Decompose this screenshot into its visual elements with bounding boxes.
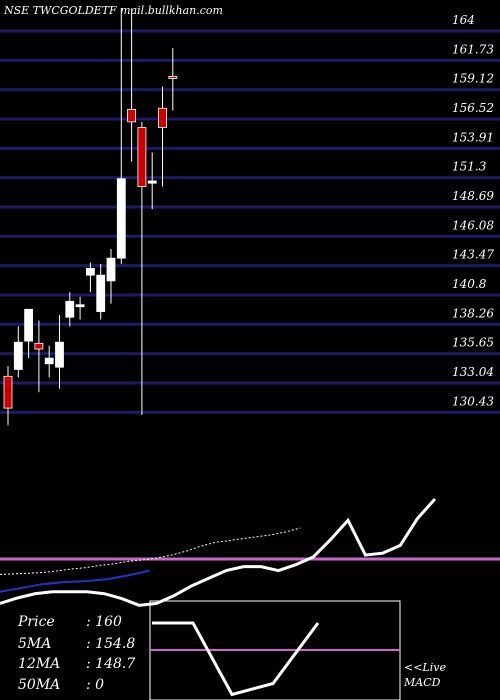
- macd-label: MACD: [404, 676, 441, 689]
- price-tick-label: 146.08: [452, 218, 494, 232]
- price-tick-label: 151.3: [452, 160, 487, 174]
- candle-body: [75, 304, 85, 308]
- candle-body: [13, 341, 23, 370]
- price-tick-label: 140.8: [452, 277, 487, 291]
- macd-line: [152, 621, 320, 697]
- candle-body: [147, 180, 157, 184]
- candle-body: [168, 76, 178, 79]
- price-label: Price: [18, 614, 55, 630]
- macd-live-label: <<Live: [404, 661, 446, 674]
- price-axis-labels: 164 161.73 159.12 156.52 153.91 151.3 148.69 14…: [452, 13, 494, 408]
- price-value: : 160: [86, 614, 122, 630]
- candle-body: [3, 375, 13, 409]
- price-tick-label: 153.91: [452, 130, 494, 144]
- price-tick-label: 156.52: [452, 101, 494, 115]
- price-tick-label: 164: [452, 13, 475, 27]
- ma5-label: 5MA: [18, 636, 52, 652]
- price-tick-label: 159.12: [452, 72, 494, 86]
- ma5-value: : 154.8: [86, 636, 136, 652]
- candle-body: [86, 267, 95, 276]
- price-tick-label: 130.43: [452, 394, 494, 408]
- ma12-label: 12MA: [18, 656, 61, 672]
- blue-ma-line: [0, 569, 151, 593]
- ma50-label: 50MA: [18, 677, 61, 693]
- ma50-value: : 0: [86, 677, 105, 693]
- price-tick-label: 148.69: [452, 189, 494, 203]
- candle-body: [65, 300, 75, 318]
- price-tick-label: 161.73: [452, 42, 494, 56]
- info-5ma: 5MA : 154.8: [18, 636, 135, 652]
- white-ma-line: [0, 497, 437, 607]
- info-50ma: 50MA : 0: [18, 677, 104, 693]
- candle-body: [116, 178, 126, 259]
- candlesticks: [3, 8, 178, 426]
- info-price: Price : 160: [18, 614, 122, 630]
- candle-body: [158, 107, 167, 128]
- price-tick-label: 143.47: [452, 248, 494, 262]
- info-12ma: 12MA : 148.7: [18, 656, 135, 672]
- candle-body: [24, 308, 34, 342]
- price-tick-label: 133.04: [452, 365, 494, 379]
- candle-body: [127, 108, 136, 123]
- candle-body: [137, 127, 147, 188]
- price-tick-label: 135.65: [452, 336, 494, 350]
- price-tick-label: 138.26: [452, 306, 494, 320]
- dotted-ma-line: [0, 527, 301, 575]
- price-gridlines: [0, 29, 500, 414]
- candle-body: [55, 341, 64, 368]
- candle-body: [44, 357, 54, 365]
- chart-header: NSE TWCGOLDETF mail.bullkhan.com: [4, 4, 223, 17]
- candle-body: [106, 257, 116, 282]
- candle-body: [34, 342, 44, 350]
- candle-body: [96, 274, 106, 312]
- ma12-value: : 148.7: [86, 656, 136, 672]
